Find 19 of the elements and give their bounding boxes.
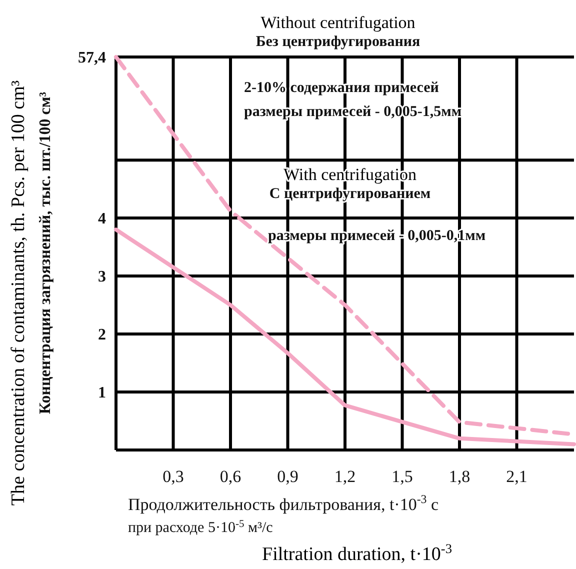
x-tick-label: 0,3 [162,467,184,486]
line-series [114,228,576,446]
text: Filtration duration, t·10$^{-3}$ [262,540,452,565]
x-tick-label: 0,9 [277,467,298,486]
x-tick-label: 1,8 [448,467,470,486]
y-tick-label: 57,4 [78,50,106,67]
y-tick-label: 4 [98,210,106,228]
y-tick-label: 1 [98,384,106,402]
y-axis-title: Концентрация загрязнений, тыс. шт./100 см³ [37,92,54,414]
text: The concentration of contaminants, th. Pcs. per 100 cm³ [8,80,29,506]
x-tick-label: 1,5 [392,467,413,486]
x-tick-label: 0,6 [220,467,242,486]
text: Без центрифугирования [256,34,420,50]
x-tick-label: 2,1 [506,467,528,486]
x-tick-label: 1,2 [334,467,356,486]
y-tick-label: 2 [98,326,106,344]
y-tick-label: 3 [98,268,106,286]
text: Without centrifugation [260,13,416,32]
text: Продолжительность фильтрования, t·10$^{-3}$ с при расходе 5·10$^{-5}$ м³/с [128,492,439,536]
